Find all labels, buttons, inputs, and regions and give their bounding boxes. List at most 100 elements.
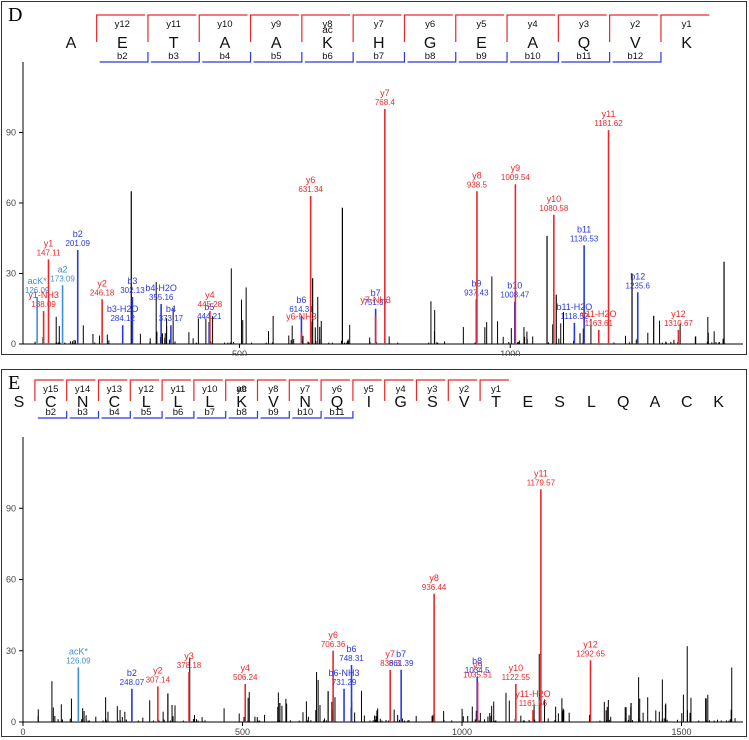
b-ion-bracket-label: b2: [46, 407, 57, 418]
y-ion-bracket-label: y3: [579, 19, 589, 30]
sequence-residue: C: [681, 394, 693, 411]
peak-label: a2: [58, 264, 68, 274]
x-tick-label: 1000: [452, 727, 472, 737]
y-ion-bracket-label: y6: [425, 19, 435, 30]
peak-mass-label: 378.18: [177, 661, 202, 670]
sequence-residue: K: [236, 394, 247, 411]
y-ion-bracket-label: y11: [171, 384, 186, 395]
y-ion-bracket-label: y1: [491, 384, 501, 395]
b-ion-bracket-label: b5: [141, 407, 152, 418]
sequence-residue: V: [268, 394, 279, 411]
peak-mass-label: 1122.55: [502, 673, 531, 682]
peak-mass-label: 1080.58: [539, 204, 568, 213]
peak-label: y1: [44, 238, 54, 248]
peak-label: b11: [577, 224, 591, 234]
peak-label: b3: [127, 276, 137, 286]
b-ion-bracket-label: b11: [329, 407, 344, 418]
y-ion-bracket: [403, 14, 453, 42]
y-ion-bracket-label: y12: [139, 384, 154, 395]
sequence-residue: C: [109, 394, 121, 411]
peak-mass-label: 1235.6: [626, 281, 651, 290]
b-ion-bracket: [510, 52, 559, 63]
peak-label: y11: [534, 468, 548, 478]
peak-label: y11: [602, 109, 616, 119]
y-ion-bracket-label: y4: [396, 384, 406, 395]
b-ion-bracket-label: b10: [525, 51, 541, 62]
y-ion-bracket: [96, 14, 145, 42]
b-ion-bracket: [304, 52, 354, 63]
y-ion-bracket: [352, 14, 402, 42]
b-ion-bracket-label: b7: [205, 407, 216, 418]
y-ion-bracket: [506, 14, 556, 42]
sequence-residue: A: [66, 35, 77, 52]
y-ion-bracket: [320, 379, 350, 401]
peak-mass-label: 147.11: [37, 248, 61, 257]
b-ion-bracket-label: b3: [77, 407, 88, 418]
y-tick-label: 90: [6, 128, 16, 138]
peak-label: b11-H2O: [556, 302, 592, 312]
peak-mass-label: 706.36: [321, 640, 346, 649]
peak-mass-label: 246.18: [90, 288, 115, 297]
peak-mass-label: 1034.5: [465, 666, 490, 675]
sequence-residue: Q: [617, 394, 629, 411]
y-ion-bracket-label: y5: [476, 19, 486, 30]
b-ion-bracket-label: b3: [168, 51, 179, 62]
sequence-residue: T: [491, 394, 501, 411]
y-tick-label: 30: [6, 269, 16, 279]
sequence-residue: K: [713, 394, 724, 411]
peak-mass-label: 1161.56: [519, 699, 548, 708]
peak-mass-label: 1179.57: [527, 478, 556, 487]
y-ion-bracket: [447, 379, 478, 401]
y-ion-bracket: [97, 379, 128, 401]
b-ion-bracket-label: b4: [220, 51, 231, 62]
y-ion-bracket: [66, 379, 96, 401]
peak-label: y7-NH3: [360, 295, 391, 305]
sequence-residue: V: [630, 35, 641, 52]
sequence-residue: A: [271, 35, 282, 52]
b-ion-bracket-label: b11: [576, 51, 591, 62]
b-ion-bracket: [99, 52, 149, 63]
y-ion-bracket: [660, 14, 710, 42]
y-tick-label: 60: [6, 575, 16, 585]
y-ion-bracket-label: y3: [427, 384, 437, 395]
peak-mass-label: 1035.51: [463, 671, 492, 680]
peak-label: y4: [240, 663, 250, 673]
y-tick-label: 60: [6, 198, 16, 208]
y-tick-label: 30: [6, 646, 16, 656]
peak-mass-label: 731.29: [332, 678, 357, 687]
b-ion-bracket-label: b5: [271, 51, 282, 62]
x-tick-label: 1500: [672, 727, 692, 737]
sequence-residue: S: [427, 394, 438, 411]
b-ion-bracket-label: b2: [117, 51, 128, 62]
peak-mass-label: 1163.61: [585, 319, 614, 328]
peak-mass-label: 307.14: [146, 675, 171, 684]
sequence-residue: G: [394, 394, 406, 411]
y-ion-bracket: [384, 379, 414, 401]
peak-mass-label: 1310.67: [664, 319, 693, 328]
peak-label: b6: [347, 644, 357, 654]
b-ion-bracket-label: b10: [297, 407, 313, 418]
peak-mass-label: 768.4: [375, 98, 396, 107]
y-ion-bracket: [147, 14, 197, 42]
b-ion-bracket-label: b8: [425, 51, 436, 62]
y-ion-bracket: [455, 14, 505, 42]
peak-label: y2: [153, 665, 163, 675]
sequence-residue: Q: [578, 35, 590, 52]
sequence-residue: E: [476, 35, 487, 52]
y-ion-bracket-label: y10: [217, 19, 232, 30]
y-ion-bracket: [479, 379, 509, 401]
y-ion-bracket-label: y2: [630, 19, 640, 30]
peak-label: y10: [547, 194, 562, 204]
peak-label: y7: [385, 649, 395, 659]
b-ion-bracket-label: b4: [109, 407, 120, 418]
peak-label: y4: [205, 290, 215, 300]
peak-label: b7: [396, 649, 406, 659]
b-ion-bracket-label: b7: [374, 51, 385, 62]
peak-mass-label: 631.34: [298, 185, 323, 194]
sequence-residue: C: [45, 394, 57, 411]
peak-label: y12: [583, 639, 598, 649]
peak-label: b6-NH3: [329, 668, 360, 678]
peak-mass-label: 1292.65: [576, 649, 605, 658]
y-ion-bracket: [609, 14, 658, 42]
b-ion-bracket: [458, 52, 508, 63]
